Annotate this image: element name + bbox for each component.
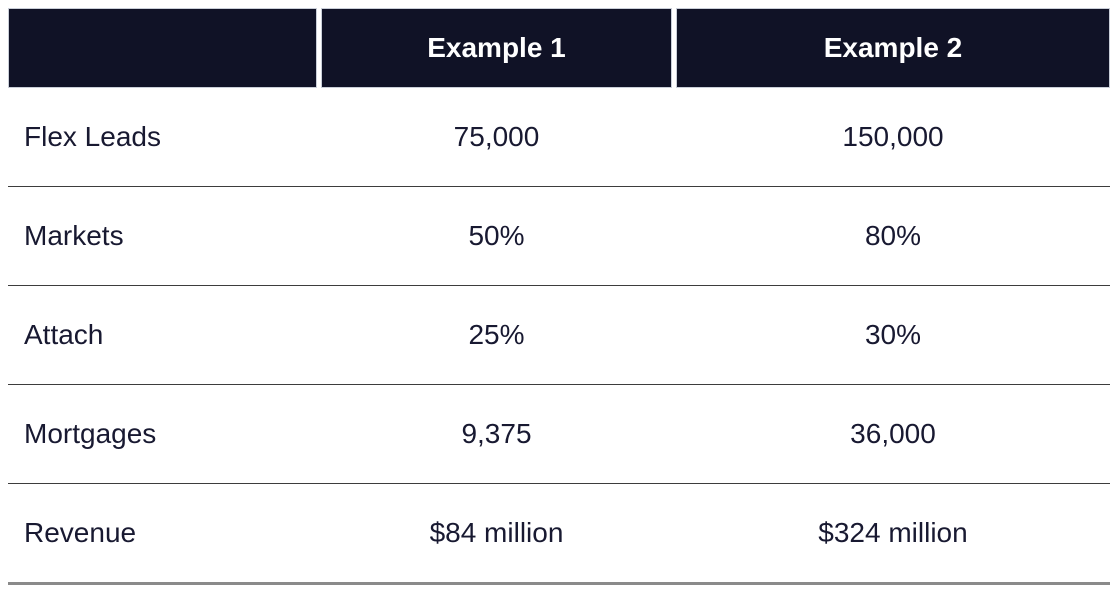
table-row-flex-leads: Flex Leads 75,000 150,000	[8, 88, 1110, 187]
row-label: Attach	[24, 319, 104, 350]
table-row-revenue: Revenue $84 million $324 million	[8, 484, 1110, 585]
row-label: Mortgages	[24, 418, 157, 449]
header-cell-example-1: Example 1	[321, 8, 672, 88]
comparison-table: Example 1 Example 2 Flex Leads 75,000 15…	[8, 8, 1110, 585]
row-label: Flex Leads	[24, 121, 161, 152]
row-label: Markets	[24, 220, 124, 251]
header-cell-example-2: Example 2	[676, 8, 1110, 88]
cell-example-1-value: 75,000	[453, 121, 540, 152]
cell-example-2-value: $324 million	[818, 517, 968, 548]
cell-example-2-value: 36,000	[850, 418, 936, 449]
header-cell-blank	[8, 8, 317, 88]
cell-example-2-value: 80%	[864, 220, 922, 251]
cell-example-1-value: 9,375	[461, 418, 532, 449]
cell-example-1-value: 25%	[468, 319, 525, 350]
row-label: Revenue	[24, 517, 137, 548]
table-row-mortgages: Mortgages 9,375 36,000	[8, 385, 1110, 484]
cell-example-2-value: 150,000	[842, 121, 944, 152]
cell-example-1-value: $84 million	[429, 517, 564, 548]
cell-example-2-value: 30%	[864, 319, 922, 350]
table-header-row: Example 1 Example 2	[8, 8, 1110, 88]
table-row-markets: Markets 50% 80%	[8, 187, 1110, 286]
table-row-attach: Attach 25% 30%	[8, 286, 1110, 385]
cell-example-1-value: 50%	[468, 220, 525, 251]
